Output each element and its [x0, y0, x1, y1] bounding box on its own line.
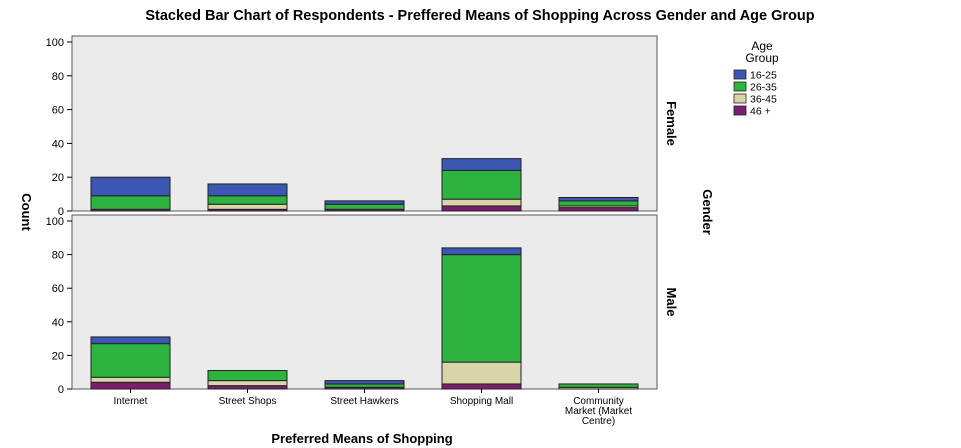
- y-axis-label: Count: [19, 193, 34, 231]
- bar-segment: [441, 383, 522, 390]
- bar-segment: [207, 385, 288, 390]
- panel-female: 0 20 40 60 80 100 Female: [46, 35, 679, 218]
- bar-segment: [90, 343, 171, 378]
- legend-title: Age Group: [745, 39, 779, 65]
- panel-male: 0 20 40 60 80 100 Male: [46, 214, 679, 396]
- legend-label: 26-35: [750, 82, 777, 94]
- bar-segment: [90, 376, 171, 383]
- bar-segment: [441, 247, 522, 256]
- y-tick-label: 60: [52, 283, 64, 295]
- legend-label: 36-45: [750, 94, 777, 106]
- x-tick-label: Street Hawkers: [330, 396, 398, 407]
- x-axis-label: Preferred Means of Shopping: [271, 431, 452, 446]
- legend-swatch: [733, 81, 747, 92]
- legend-swatch: [733, 69, 747, 80]
- y-tick-label: 0: [58, 384, 64, 396]
- legend-swatch: [733, 93, 747, 104]
- x-tick-label: Shopping Mall: [450, 396, 513, 407]
- bar-segment: [90, 195, 171, 210]
- bar-segment: [558, 207, 639, 212]
- y-tick-label: 100: [46, 216, 64, 228]
- chart-title: Stacked Bar Chart of Respondents - Preff…: [145, 8, 814, 24]
- x-tick-label: Street Shops: [219, 396, 277, 407]
- bar-segment: [207, 370, 288, 382]
- bar-segment: [207, 183, 288, 197]
- bar-segment: [441, 361, 522, 385]
- y-tick-label: 80: [52, 71, 64, 83]
- y-tick-label: 0: [58, 206, 64, 218]
- bar-segment: [558, 196, 639, 202]
- bar-segment: [441, 205, 522, 212]
- legend-label: 16-25: [750, 70, 777, 82]
- bar-segment: [558, 200, 639, 207]
- y-tick-label: 20: [52, 350, 64, 362]
- y-tick-label: 20: [52, 172, 64, 184]
- y-tick-label: 60: [52, 105, 64, 117]
- bar-segment: [324, 200, 405, 205]
- y-tick-label: 100: [46, 37, 64, 49]
- legend-label: 46 +: [750, 106, 771, 118]
- bar-segment: [441, 158, 522, 171]
- x-tick-label: Community Market (Market Centre): [565, 396, 632, 427]
- legend-swatch: [733, 105, 747, 116]
- y-tick-label: 40: [52, 138, 64, 150]
- bar-segment: [324, 383, 405, 388]
- bar-segment: [441, 198, 522, 207]
- bar-segment: [90, 176, 171, 197]
- bar-segment: [441, 169, 522, 200]
- bar-segment: [441, 254, 522, 363]
- panel-label-female: Female: [664, 101, 679, 146]
- x-tick-label: Internet: [114, 396, 148, 407]
- bar-segment: [207, 380, 288, 387]
- bar-segment: [90, 381, 171, 390]
- y-tick-label: 80: [52, 250, 64, 262]
- bar-segment: [90, 336, 171, 345]
- bar-segment: [207, 195, 288, 205]
- bar-segment: [207, 203, 288, 210]
- panel-label-male: Male: [664, 288, 679, 317]
- panel-axis-label: Gender: [700, 189, 715, 235]
- bar-segment: [324, 203, 405, 210]
- panels-group: 0 20 40 60 80 100 Female 0 20 40 60 80 100 Male Intern…: [46, 35, 679, 427]
- bar-segment: [324, 380, 405, 385]
- bar-segment: [558, 383, 639, 388]
- y-tick-label: 40: [52, 317, 64, 329]
